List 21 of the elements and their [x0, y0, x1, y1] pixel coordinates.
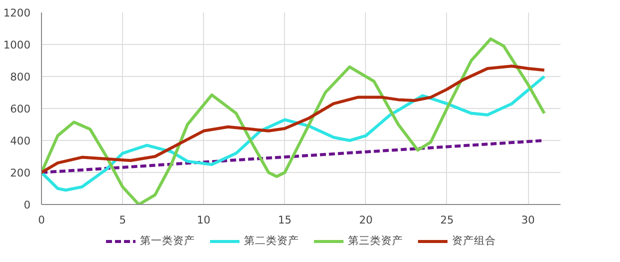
x-tick-label: 25 — [440, 214, 454, 226]
x-tick-label: 5 — [119, 214, 126, 226]
y-tick-label: 1200 — [3, 6, 31, 20]
x-tick-label: 10 — [196, 214, 211, 226]
legend-label: 资产组合 — [452, 234, 496, 248]
line-series — [42, 75, 546, 192]
y-tick-label: 0 — [24, 198, 31, 212]
line-series — [42, 37, 546, 204]
legend-label: 第一类资产 — [140, 234, 195, 248]
y-tick-label: 200 — [10, 166, 31, 180]
y-tick-label: 600 — [10, 102, 31, 116]
y-tick-label: 1000 — [3, 38, 31, 52]
x-tick-label: 15 — [278, 214, 292, 226]
x-tick-label: 30 — [521, 214, 536, 226]
x-tick-label: 0 — [38, 214, 46, 226]
x-tick-label: 20 — [359, 214, 373, 226]
line-series — [42, 64, 546, 174]
legend-label: 第二类资产 — [244, 234, 299, 248]
y-tick-label: 800 — [10, 70, 31, 84]
legend-label: 第三类资产 — [348, 234, 403, 248]
y-tick-label: 400 — [10, 134, 31, 148]
